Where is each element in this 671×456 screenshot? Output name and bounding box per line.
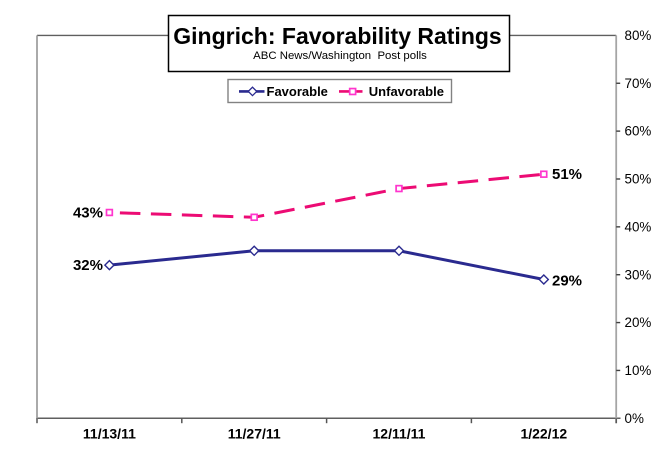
svg-text:Unfavorable: Unfavorable — [369, 84, 444, 99]
svg-text:32%: 32% — [73, 257, 103, 274]
svg-text:10%: 10% — [625, 363, 652, 378]
svg-text:Favorable: Favorable — [267, 84, 328, 99]
svg-text:51%: 51% — [552, 166, 582, 183]
svg-text:29%: 29% — [552, 273, 582, 290]
svg-text:60%: 60% — [625, 124, 652, 139]
svg-text:11/13/11: 11/13/11 — [83, 425, 136, 441]
svg-text:40%: 40% — [625, 220, 652, 235]
svg-text:1/22/12: 1/22/12 — [520, 425, 567, 441]
svg-text:11/27/11: 11/27/11 — [228, 425, 281, 441]
svg-text:12/11/11: 12/11/11 — [373, 425, 426, 441]
svg-text:70%: 70% — [625, 76, 652, 91]
svg-text:30%: 30% — [625, 267, 652, 282]
svg-text:Gingrich: Favorability Ratings: Gingrich: Favorability Ratings — [173, 23, 501, 49]
svg-text:50%: 50% — [625, 172, 652, 187]
svg-text:ABC News/Washington Post poll: ABC News/Washington Post polls — [253, 50, 427, 62]
svg-text:43%: 43% — [73, 205, 103, 222]
svg-text:0%: 0% — [625, 411, 644, 426]
svg-text:80%: 80% — [625, 28, 652, 43]
svg-text:20%: 20% — [625, 315, 652, 330]
